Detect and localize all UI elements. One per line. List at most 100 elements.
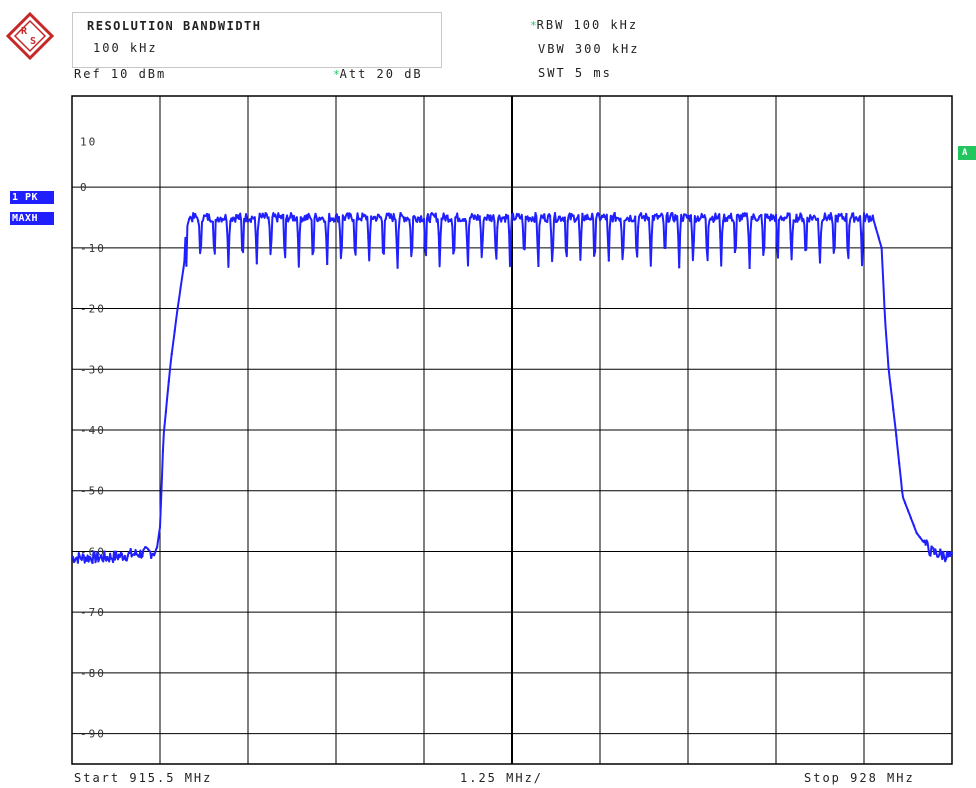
y-tick-label: -20 <box>80 303 106 316</box>
trace-sample-point <box>97 560 100 563</box>
trace-sample-point <box>285 218 288 221</box>
trace-sample-point <box>364 214 367 217</box>
trace-sample-point <box>420 215 423 218</box>
trace-sample-point <box>584 214 587 217</box>
trace-sample-point <box>895 434 898 437</box>
trace-sample-point <box>599 219 601 222</box>
trace-sample-point <box>634 215 637 218</box>
trace-sample-point <box>267 216 270 219</box>
trace-sample-point <box>804 249 807 252</box>
rbw-label: RBW 100 kHz <box>536 18 639 32</box>
trace-sample-point <box>555 220 557 223</box>
trace-sample-point <box>827 214 830 217</box>
trace-sample-point <box>836 220 839 223</box>
trace-sample-point <box>414 216 417 219</box>
trace-sample-point <box>748 266 751 269</box>
trace-sample-point <box>217 220 220 223</box>
trace-sample-point <box>607 259 610 262</box>
trace-sample-point <box>745 212 748 215</box>
trace-sample-point <box>516 214 519 217</box>
trace-sample-point <box>795 213 798 216</box>
trace-sample-point <box>792 219 795 222</box>
trace-sample-point <box>411 244 414 247</box>
trace-sample-point <box>214 218 217 221</box>
trace-sample-point <box>801 220 804 223</box>
trace-sample-point <box>675 218 678 221</box>
trace-sample-point <box>349 213 352 216</box>
trace-sample-point <box>751 217 754 220</box>
trace-sample-point <box>326 263 329 266</box>
trace-sample-point <box>455 216 458 219</box>
trace-sample-point <box>191 220 194 223</box>
trace-sample-point <box>851 212 854 215</box>
trace-sample-point <box>513 218 516 221</box>
trace-sample-point <box>478 215 481 218</box>
trace-sample-point <box>94 561 97 564</box>
trace-sample-point <box>335 214 337 217</box>
trace-sample-point <box>144 546 147 549</box>
trace-sample-point <box>566 220 569 223</box>
trace-sample-point <box>754 218 757 221</box>
y-tick-label: -10 <box>80 242 106 255</box>
trace-sample-point <box>775 213 777 216</box>
trace-sample-point <box>73 559 76 562</box>
trace-sample-point <box>247 220 249 223</box>
trace-sample-point <box>384 217 387 220</box>
att-star: * <box>333 68 340 81</box>
trace-sample-point <box>839 214 842 217</box>
trace-sample-point <box>487 214 490 217</box>
trace-sample-point <box>425 217 428 220</box>
trace-sample-point <box>156 546 159 549</box>
trace-sample-point <box>552 245 555 248</box>
trace-sample-point <box>115 550 117 553</box>
trace-sample-point <box>786 212 789 215</box>
trace-sample-point <box>807 218 810 221</box>
trace-sample-point <box>546 220 549 223</box>
trace-sample-point <box>302 219 305 222</box>
trace-sample-point <box>593 254 596 257</box>
trace-sample-point <box>575 218 578 221</box>
trace-sample-point <box>660 212 663 215</box>
trace-sample-point <box>276 220 279 223</box>
trace-sample-point <box>273 215 276 218</box>
trace-sample-point <box>857 219 860 222</box>
trace-sample-point <box>863 212 865 215</box>
trace-sample-point <box>387 212 390 215</box>
att-row: *Att 20 dB <box>333 67 423 81</box>
trace-sample-point <box>176 307 179 310</box>
trace-sample-point <box>428 220 431 223</box>
y-tick-labels: 100-10-20-30-40-50-60-70-80-90 <box>80 135 106 741</box>
trace-sample-point <box>883 307 886 310</box>
trace-sample-point <box>126 555 129 558</box>
trace-sample-point <box>645 216 648 219</box>
trace-sample-point <box>909 517 912 520</box>
trace-sample-point <box>921 539 924 542</box>
trace-sample-point <box>188 217 191 220</box>
display-marker-tag: A <box>958 146 976 160</box>
trace-mode-tag: MAXH <box>10 212 54 225</box>
trace-sample-point <box>164 410 167 413</box>
trace-sample-point <box>810 216 813 219</box>
trace-sample-point <box>194 213 197 216</box>
trace-sample-point <box>511 213 513 216</box>
trace-sample-point <box>499 218 502 221</box>
trace-sample-point <box>203 214 205 217</box>
logo-letter-r: R <box>21 26 28 37</box>
trace-sample-point <box>643 215 645 218</box>
trace-sample-point <box>777 219 780 222</box>
trace-sample-point <box>352 219 355 222</box>
trace-sample-point <box>147 548 150 551</box>
trace-sample-point <box>816 218 819 221</box>
trace-sample-point <box>543 213 546 216</box>
att-label: Att 20 dB <box>339 67 423 81</box>
trace-sample-point <box>681 219 684 222</box>
trace-sample-point <box>637 225 640 228</box>
trace-sample-point <box>469 216 472 219</box>
trace-sample-point <box>736 213 739 216</box>
trace-sample-point <box>824 216 827 219</box>
y-tick-label: -90 <box>80 728 106 741</box>
trace-sample-point <box>317 219 320 222</box>
trace-sample-point <box>200 244 203 247</box>
trace-sample-point <box>123 554 126 557</box>
